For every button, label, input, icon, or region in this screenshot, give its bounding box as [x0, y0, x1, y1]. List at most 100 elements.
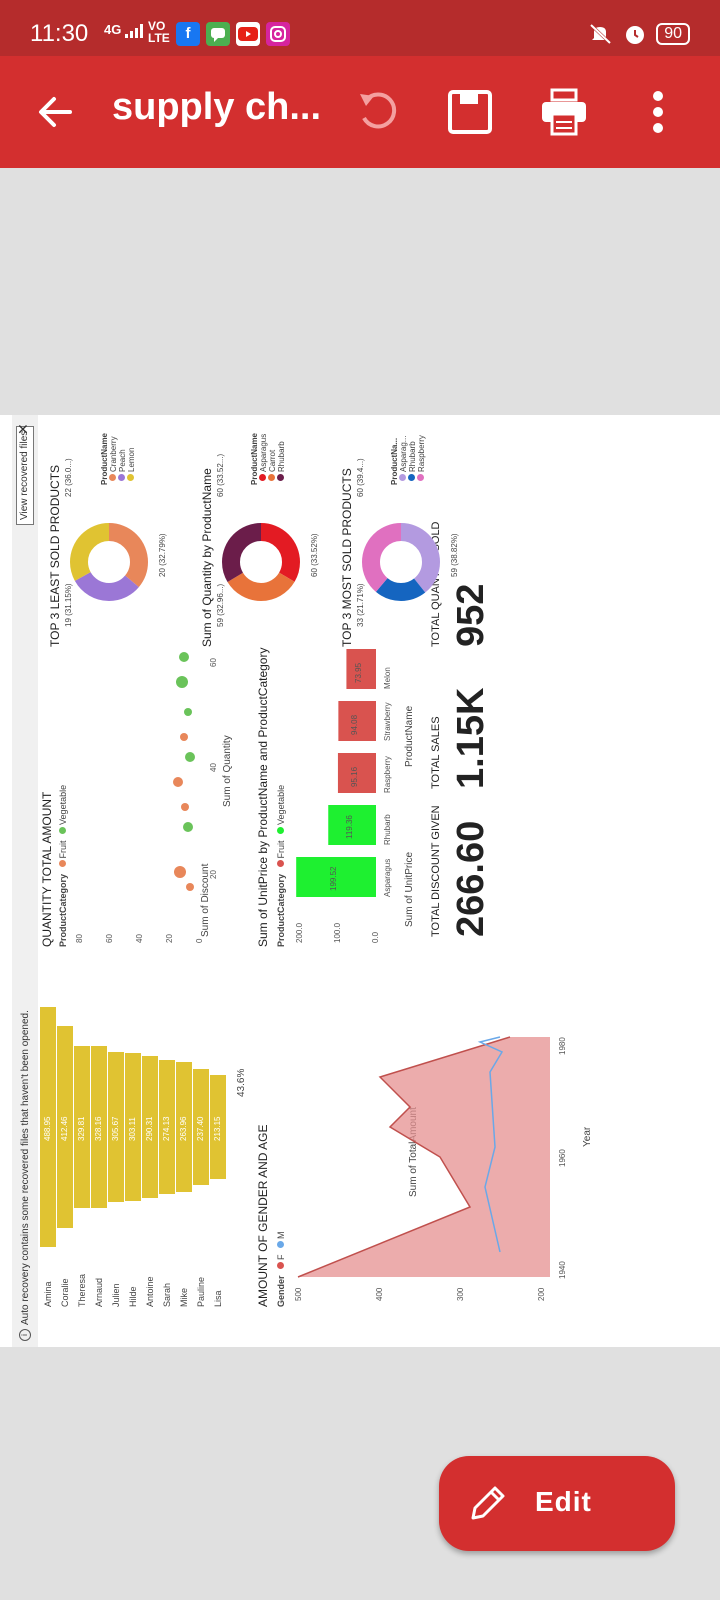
scatter-point	[185, 752, 195, 762]
funnel-row: Theresa 329.81	[74, 1007, 90, 1307]
bar-category-label: Strawberry	[383, 702, 392, 741]
area-line-m	[477, 1036, 504, 1253]
funnel-value: 290.31	[145, 1116, 154, 1141]
donut2-chart	[222, 523, 300, 601]
donut2-legend-item: Carrot	[268, 449, 277, 472]
facebook-icon: f	[176, 22, 200, 46]
donut2-pct: (33.52...)	[216, 453, 225, 486]
donut3-label: 33	[356, 618, 365, 627]
scatter-point	[176, 676, 188, 688]
donut3-labels-left: 33 (21.71%)	[356, 583, 365, 627]
area-line-f	[297, 1036, 511, 1278]
scatter-point	[174, 866, 186, 878]
scatter-point	[179, 652, 189, 662]
youtube-icon	[236, 22, 260, 46]
area-series-f	[298, 1037, 550, 1277]
donut1-slice-peach	[70, 523, 148, 601]
donut2-legend-item: Rhubarb	[277, 441, 286, 472]
funnel-row: Antoine 290.31	[142, 1007, 158, 1307]
undo-icon[interactable]	[352, 86, 404, 138]
donut1-legend-item: Lemon	[127, 447, 136, 472]
donut1-pct: (31.15%)	[64, 583, 73, 616]
donut2-title: Sum of Quantity by ProductName	[200, 468, 214, 647]
scatter-legend-vegetable: Vegetable	[58, 784, 68, 825]
funnel-value: 263.96	[179, 1116, 188, 1141]
funnel-name: Sarah	[162, 1282, 172, 1307]
funnel-value: 412.46	[60, 1116, 69, 1141]
more-options-icon[interactable]	[640, 86, 692, 138]
pencil-icon	[471, 1486, 505, 1520]
donut1-labels-bottom: 20 (32.79%)	[158, 533, 167, 577]
funnel-row: Mike 263.96	[176, 1007, 192, 1307]
donut3-slice-rhubarb	[362, 523, 440, 601]
legend-dot-vegetable	[277, 826, 284, 834]
donut2-label: 60	[310, 568, 319, 577]
funnel-name: Pauline	[196, 1276, 206, 1307]
bar-category-label: Rhubarb	[383, 814, 392, 845]
legend-dot-fruit	[59, 860, 66, 868]
alarm-icon	[626, 26, 645, 44]
battery-indicator: 90	[656, 23, 690, 45]
print-icon[interactable]	[538, 86, 590, 138]
area-x-tick: 1960	[558, 1149, 567, 1167]
signal-icon	[124, 23, 143, 38]
area-y-tick: 400	[375, 1287, 384, 1301]
legend-dot-vegetable	[59, 826, 66, 834]
funnel-row: Julien 305.67	[108, 1007, 124, 1307]
bar-value-label: 119.36	[345, 815, 354, 839]
scatter-y-tick: 60	[105, 934, 114, 943]
funnel-value: 305.67	[111, 1116, 120, 1141]
donut3-legend-item: Asparag...	[399, 435, 408, 472]
document-title: supply ch...	[112, 86, 322, 128]
donut2-slice-carrot	[222, 523, 300, 601]
funnel-chart: Amina 488.95 Coralie 412.46 Theresa 329.81 Arn…	[40, 1007, 250, 1307]
bar-value-label: 73.95	[354, 662, 363, 683]
donut1-pct: (36.0...)	[64, 458, 73, 486]
status-bar: 11:30 4G VO LTE f 90	[0, 0, 720, 56]
donut3-legend: ProductNa... Asparag... Rhubarb Raspberr…	[390, 435, 426, 485]
donut3-legend-item: Rhubarb	[408, 441, 417, 472]
bar-chart-title: Sum of UnitPrice by ProductName and Prod…	[256, 647, 270, 947]
funnel-name: Coralie	[60, 1278, 70, 1307]
funnel-value: 329.81	[77, 1116, 86, 1141]
donut3-labels-bottom: 59 (38.82%)	[450, 533, 459, 577]
area-chart-title: AMOUNT OF GENDER AND AGE	[256, 1124, 270, 1307]
scatter-point	[181, 803, 189, 811]
bar-y-label: Sum of UnitPrice	[404, 851, 415, 927]
bar-y-tick: 100.0	[333, 922, 342, 943]
back-arrow-icon[interactable]	[36, 92, 76, 132]
edit-button-label: Edit	[535, 1486, 592, 1517]
funnel-row: Coralie 412.46	[57, 1007, 73, 1307]
donut2-pct: (32.96...)	[216, 583, 225, 616]
app-bar: supply ch...	[0, 56, 720, 168]
save-icon[interactable]	[444, 86, 496, 138]
funnel-name: Antoine	[145, 1276, 155, 1307]
close-icon[interactable]: ✕	[15, 423, 31, 435]
funnel-value: 303.11	[128, 1117, 137, 1141]
edit-button[interactable]: Edit	[439, 1456, 675, 1551]
scatter-y-tick: 40	[135, 934, 144, 943]
donut3-pct: (21.71%)	[356, 583, 365, 616]
status-right: 90	[588, 22, 690, 46]
bar-melon	[346, 649, 376, 689]
scatter-y-tick: 20	[165, 934, 174, 943]
area-y-ticks: 500 400 300 200	[294, 1287, 546, 1301]
area-legend: Gender F M	[276, 1231, 286, 1307]
funnel-percent: 43.6%	[236, 1068, 247, 1097]
donut3-chart	[362, 523, 440, 601]
area-legend-title: Gender	[276, 1275, 286, 1307]
bar-legend-fruit: Fruit	[276, 840, 286, 859]
donut1-label: 22	[64, 488, 73, 497]
donut3-legend-item: Raspberry	[417, 435, 426, 472]
volte-bottom: LTE	[148, 31, 170, 45]
bar-y-tick: 0.0	[371, 931, 380, 943]
area-x-tick: 1940	[558, 1261, 567, 1279]
scatter-point	[183, 822, 193, 832]
view-recovered-files-button[interactable]: View recovered files	[16, 425, 34, 525]
scatter-title: QUANTITY TOTAL AMOUNT	[40, 791, 54, 947]
bar-strawberry	[338, 701, 376, 741]
kpi-discount-label: TOTAL DISCOUNT GIVEN	[430, 805, 442, 937]
document-page[interactable]: i Auto recovery contains some recovered …	[0, 415, 720, 1347]
bar-chart: 200.0 100.0 0.0 199.52 Asparagus 119.36 Rhu…	[295, 649, 392, 943]
scatter-x-label: Sum of Quantity	[222, 735, 233, 807]
